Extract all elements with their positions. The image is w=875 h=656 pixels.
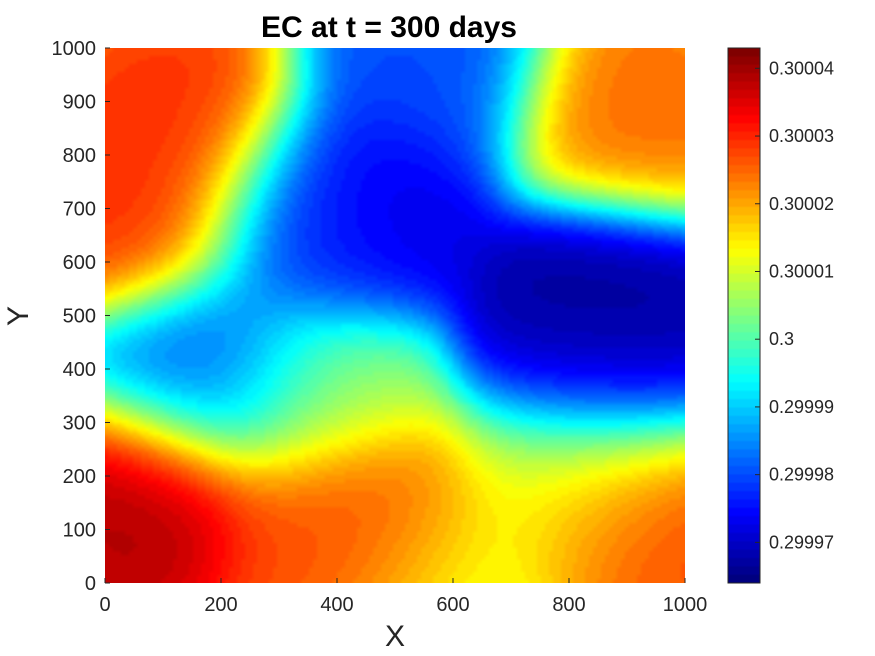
y-tick-label: 400 [63,359,96,381]
y-tick-label: 700 [63,199,96,221]
y-axis: 0 100 200 300 400 500 600 700 800 900 1000 [52,38,110,595]
plot-area [105,48,685,583]
y-tick-label: 200 [63,466,96,488]
colorbar-tick-label: 0.30004 [769,58,834,78]
x-tick-label: 200 [204,594,237,616]
colorbar-ticks: 0.29997 0.29998 0.29999 0.3 0.30001 0.30002 0.… [755,58,834,552]
colorbar-tick-label: 0.3 [769,329,794,349]
heatmap-field [105,48,685,583]
colorbar-tick-label: 0.30003 [769,126,834,146]
y-tick-label: 900 [63,92,96,114]
x-axis-label: X [385,620,405,653]
y-tick-label: 600 [63,252,96,274]
chart-title: EC at t = 300 days [261,11,517,44]
colorbar: 0.29997 0.29998 0.29999 0.3 0.30001 0.30002 0.… [727,47,834,584]
y-tick-label: 800 [63,145,96,167]
colorbar-tick-label: 0.29997 [769,532,834,552]
x-tick-label: 1000 [663,594,708,616]
colorbar-tick-label: 0.30002 [769,194,834,214]
y-tick-label: 100 [63,520,96,542]
colorbar-tick-label: 0.30001 [769,261,834,281]
y-tick-label: 300 [63,413,96,435]
y-tick-label: 500 [63,306,96,328]
colorbar-gradient [728,48,760,583]
x-tick-label: 800 [552,594,585,616]
x-axis: 0 200 400 600 800 1000 [99,578,707,616]
colorbar-tick-label: 0.29999 [769,397,834,417]
y-axis-label: Y [2,306,35,326]
x-tick-label: 400 [320,594,353,616]
y-tick-label: 0 [85,573,96,595]
colorbar-tick-label: 0.29998 [769,465,834,485]
y-tick-label: 1000 [52,38,97,60]
x-tick-label: 600 [436,594,469,616]
x-tick-label: 0 [99,594,110,616]
